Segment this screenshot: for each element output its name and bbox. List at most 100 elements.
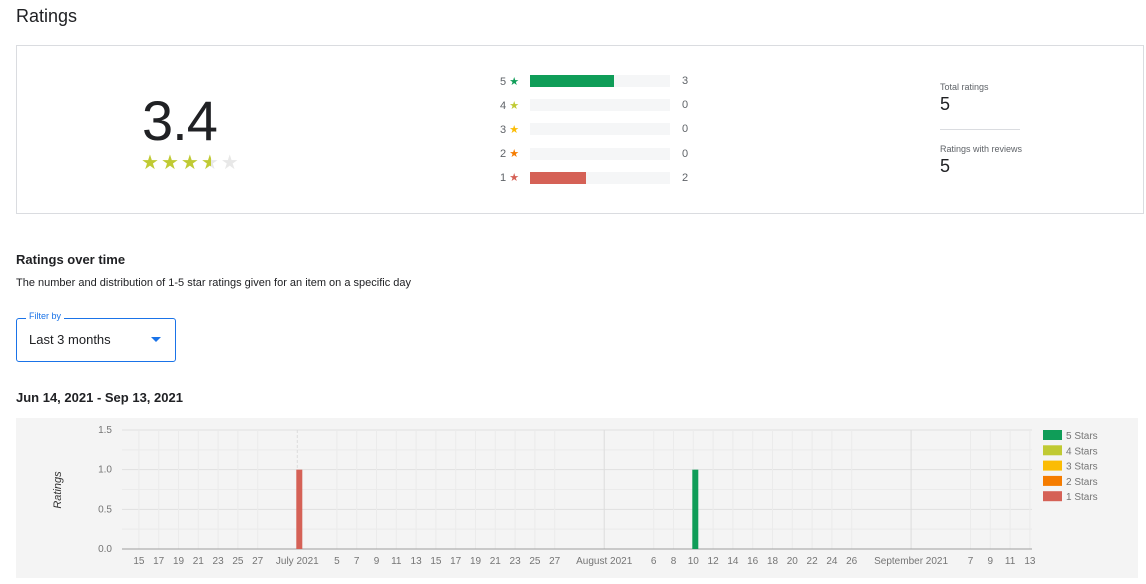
- x-tick-label: 13: [411, 556, 423, 567]
- distribution-track: [530, 123, 670, 136]
- legend-swatch: [1043, 491, 1062, 502]
- star-icon: ★: [160, 152, 181, 174]
- legend-swatch: [1043, 460, 1062, 471]
- star-icon: ★: [180, 152, 201, 174]
- x-tick-label: 8: [671, 556, 677, 567]
- legend-label: 1 Stars: [1066, 492, 1098, 503]
- distribution-label: 2 ★: [500, 148, 520, 161]
- distribution-label: 1 ★: [500, 172, 520, 185]
- x-tick-label: 15: [133, 556, 145, 567]
- x-tick-label: 25: [232, 556, 244, 567]
- x-tick-label: 11: [1005, 556, 1016, 567]
- distribution-track: [530, 99, 670, 112]
- y-axis-label: Ratings: [52, 471, 64, 509]
- distribution-label: 4 ★: [500, 99, 520, 112]
- x-tick-label: 11: [391, 556, 402, 567]
- ratings-with-reviews-label: Ratings with reviews: [940, 144, 1023, 154]
- legend-label: 4 Stars: [1066, 446, 1098, 457]
- page-title: Ratings: [16, 6, 78, 26]
- x-tick-label: 22: [807, 556, 819, 567]
- distribution-count: 3: [682, 75, 689, 87]
- total-ratings-value: 5: [940, 94, 951, 114]
- distribution-row: 2 ★ 0: [500, 147, 688, 161]
- x-tick-label: 25: [529, 556, 541, 567]
- ratings-with-reviews-value: 5: [940, 156, 951, 176]
- x-tick-label: 18: [767, 556, 779, 567]
- average-stars: ★★★★★: [141, 150, 241, 175]
- star-icon: ★: [509, 148, 520, 161]
- distribution-count: 0: [682, 147, 689, 160]
- distribution-row: 1 ★ 2: [500, 171, 688, 185]
- x-tick-label: 12: [708, 556, 720, 567]
- x-tick-label: 7: [968, 556, 974, 567]
- x-tick-label: 21: [490, 556, 502, 567]
- x-tick-label: 15: [430, 556, 442, 567]
- distribution-count: 0: [682, 123, 689, 136]
- distribution-count: 0: [682, 99, 689, 112]
- legend-swatch: [1043, 430, 1062, 440]
- x-tick-label: 10: [688, 556, 700, 567]
- x-tick-label: 27: [549, 556, 561, 567]
- y-tick-label: 0.0: [98, 544, 112, 555]
- legend-swatch: [1043, 445, 1062, 456]
- y-tick-label: 1.0: [98, 465, 112, 476]
- x-tick-label: 26: [846, 556, 858, 567]
- date-range: Jun 14, 2021 - Sep 13, 2021: [16, 390, 183, 405]
- y-tick-label: 0.5: [98, 504, 112, 515]
- filter-label: Filter by: [26, 311, 65, 321]
- ratings-summary-card: [16, 45, 1144, 214]
- x-tick-label: 16: [747, 556, 759, 567]
- filter-value[interactable]: Last 3 months: [29, 332, 111, 347]
- x-tick-label: 24: [826, 556, 838, 567]
- distribution-row: 5 ★ 3: [500, 74, 688, 88]
- chart-background: [16, 418, 1138, 578]
- x-tick-label: 23: [213, 556, 225, 567]
- distribution-bar: [530, 75, 614, 87]
- star-icon: ★: [220, 152, 241, 174]
- x-tick-label: 14: [727, 556, 739, 567]
- y-tick-label: 1.5: [98, 425, 112, 436]
- distribution-track: [530, 75, 670, 87]
- filter-dropdown[interactable]: [16, 318, 176, 362]
- x-tick-label: 21: [193, 556, 205, 567]
- x-tick-label: 6: [651, 556, 657, 567]
- x-tick-label: September 2021: [874, 556, 948, 567]
- distribution-track: [530, 171, 670, 184]
- x-tick-label: 7: [354, 556, 360, 567]
- legend-label: 5 Stars: [1066, 431, 1098, 442]
- star-icon: ★: [141, 152, 161, 174]
- distribution-label: 3 ★: [500, 123, 520, 136]
- total-ratings-label: Total ratings: [940, 82, 989, 92]
- distribution-row: 3 ★ 0: [500, 122, 688, 136]
- divider: [940, 129, 1020, 130]
- star-icon: ★: [509, 123, 520, 136]
- x-tick-label: 9: [988, 556, 994, 567]
- star-icon: ★: [509, 75, 520, 88]
- distribution-bar: [530, 171, 586, 184]
- distribution-row: 4 ★ 0: [500, 98, 688, 112]
- average-rating: 3.4: [142, 89, 218, 152]
- section-title: Ratings over time: [16, 252, 126, 267]
- star-icon: ★: [509, 99, 520, 112]
- bar: [296, 469, 303, 549]
- x-tick-label: 19: [470, 556, 482, 567]
- x-tick-label: 23: [510, 556, 522, 567]
- x-tick-label: 9: [374, 556, 380, 567]
- ratings-with-reviews: Ratings with reviews 5: [940, 144, 1022, 177]
- star-icon: ★: [509, 172, 520, 185]
- x-tick-label: 19: [173, 556, 185, 567]
- x-tick-label: 20: [787, 556, 799, 567]
- x-tick-label: July 2021: [276, 556, 319, 567]
- x-tick-label: 13: [1024, 556, 1036, 567]
- x-tick-label: August 2021: [576, 556, 633, 567]
- total-ratings: Total ratings 5: [940, 82, 989, 115]
- star-icon: ★: [200, 152, 221, 174]
- section-description: The number and distribution of 1-5 star …: [16, 277, 411, 289]
- x-tick-label: 5: [334, 556, 340, 567]
- x-tick-label: 17: [153, 556, 165, 567]
- distribution-label: 5 ★: [500, 75, 520, 88]
- ratings-over-time-chart: 15 17 19 21 23 25 27 July 2021 5 7 9 11 13 15 17 19 21 23…: [16, 418, 1138, 578]
- caret-down-icon[interactable]: [151, 337, 161, 342]
- legend-label: 3 Stars: [1066, 462, 1098, 473]
- bar: [692, 469, 699, 549]
